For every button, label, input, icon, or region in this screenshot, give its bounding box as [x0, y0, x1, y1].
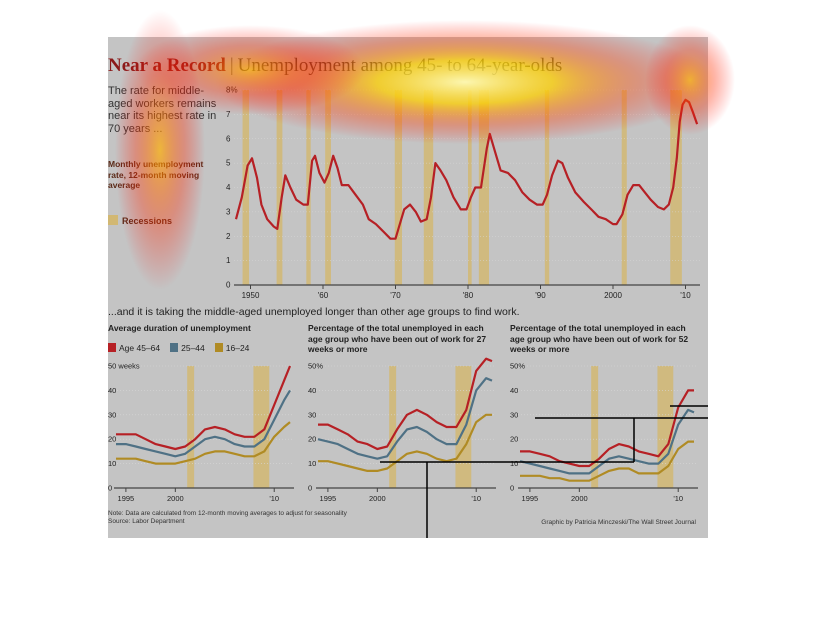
over-27-weeks-line-chart: 0 10 20 30 40 50% 1995 2000 '10	[308, 357, 496, 503]
panel-title-duration: Average duration of unemployment	[108, 323, 251, 333]
x-tick-label: '80	[463, 291, 474, 300]
recession-band	[187, 366, 195, 488]
x-tick-label: 1995	[320, 494, 337, 503]
recession-band	[394, 90, 403, 285]
legend-item: 25–44	[170, 343, 205, 353]
y-tick-label: 40	[308, 386, 316, 395]
y-tick-label: 4	[226, 183, 231, 192]
recession-band	[468, 90, 472, 285]
y-tick-label: 0	[308, 484, 312, 493]
y-tick-label: 20	[308, 435, 316, 444]
y-tick-label: 30	[510, 410, 518, 419]
series-line	[116, 421, 291, 465]
x-tick-label: 1995	[118, 494, 135, 503]
series-line	[116, 365, 292, 451]
panel-title-27-weeks: Percentage of the total unemployed in ea…	[308, 323, 487, 354]
y-tick-label: 10	[308, 459, 316, 468]
infographic: Near a Record | Unemployment among 45- to …	[108, 37, 708, 538]
legend-swatch	[108, 343, 116, 352]
y-tick-label: 2	[226, 232, 231, 241]
x-tick-label: '70	[390, 291, 401, 300]
x-tick-label: '60	[318, 291, 329, 300]
recession-band	[242, 90, 250, 285]
recession-band	[657, 366, 674, 488]
x-tick-label: 2000	[571, 494, 588, 503]
series-line	[317, 377, 493, 460]
x-tick-label: '10	[680, 291, 691, 300]
recession-band	[423, 90, 434, 285]
recession-band	[325, 90, 331, 285]
series-line	[116, 389, 291, 458]
series-line	[519, 408, 695, 475]
y-tick-label: 50 weeks	[108, 362, 140, 371]
x-tick-label: 2000	[369, 494, 386, 503]
y-tick-label: 0	[226, 281, 231, 290]
y-tick-label: 10	[510, 459, 518, 468]
series-legend: Age 45–64 25–44 16–24	[108, 343, 259, 353]
x-tick-label: '10	[673, 494, 683, 503]
y-tick-label: 5	[226, 159, 231, 168]
x-tick-label: '10	[471, 494, 481, 503]
y-tick-label: 20	[108, 435, 116, 444]
y-tick-label: 30	[308, 410, 316, 419]
y-tick-label: 50%	[510, 362, 525, 371]
recession-band	[455, 366, 472, 488]
credit-text: Graphic by Patricia Minczeski/The Wall S…	[541, 519, 696, 526]
note-text: Note: Data are calculated from 12-month …	[108, 510, 347, 517]
legend-label: Age 45–64	[119, 343, 161, 353]
series-line	[520, 389, 694, 468]
series-line	[520, 440, 694, 482]
series-line	[318, 413, 492, 472]
recession-band	[544, 90, 550, 285]
x-tick-label: 2000	[167, 494, 184, 503]
footnote: Note: Data are calculated from 12-month …	[108, 510, 347, 526]
x-tick-label: '90	[535, 291, 546, 300]
legend-swatch	[214, 343, 223, 352]
legend-label: 25–44	[181, 343, 205, 353]
recession-band	[253, 366, 270, 488]
series-line	[318, 357, 493, 451]
x-tick-label: 1995	[522, 494, 539, 503]
legend-label: 16–24	[225, 343, 250, 353]
legend-item: 16–24	[214, 343, 250, 353]
y-tick-label: 0	[108, 484, 112, 493]
legend-swatch	[170, 343, 179, 352]
legend-item: Age 45–64	[108, 343, 160, 353]
y-tick-label: 20	[510, 435, 518, 444]
x-tick-label: 2000	[604, 291, 622, 300]
x-tick-label: '10	[269, 494, 279, 503]
series-line	[234, 98, 699, 240]
recession-swatch	[108, 215, 118, 225]
x-tick-label: 1950	[242, 291, 260, 300]
y-tick-label: 30	[108, 410, 116, 419]
subheadline: ...and it is taking the middle-aged unem…	[108, 306, 520, 318]
panel-title-52-weeks: Percentage of the total unemployed in ea…	[510, 323, 689, 354]
recession-band	[670, 90, 682, 285]
recession-band	[591, 366, 599, 488]
y-tick-label: 10	[108, 459, 116, 468]
over-52-weeks-line-chart: 0 10 20 30 40 50% 1995 2000 '10	[510, 362, 698, 503]
y-tick-label: 0	[510, 484, 514, 493]
duration-line-chart: 0 10 20 30 40 50 weeks 1995 2000 '10	[108, 362, 294, 503]
y-tick-label: 50%	[308, 362, 323, 371]
y-tick-label: 40	[108, 386, 116, 395]
y-tick-label: 1	[226, 256, 231, 265]
recession-band	[389, 366, 397, 488]
source-text: Source: Labor Department	[108, 518, 185, 525]
y-tick-label: 3	[226, 207, 231, 216]
y-tick-label: 40	[510, 386, 518, 395]
